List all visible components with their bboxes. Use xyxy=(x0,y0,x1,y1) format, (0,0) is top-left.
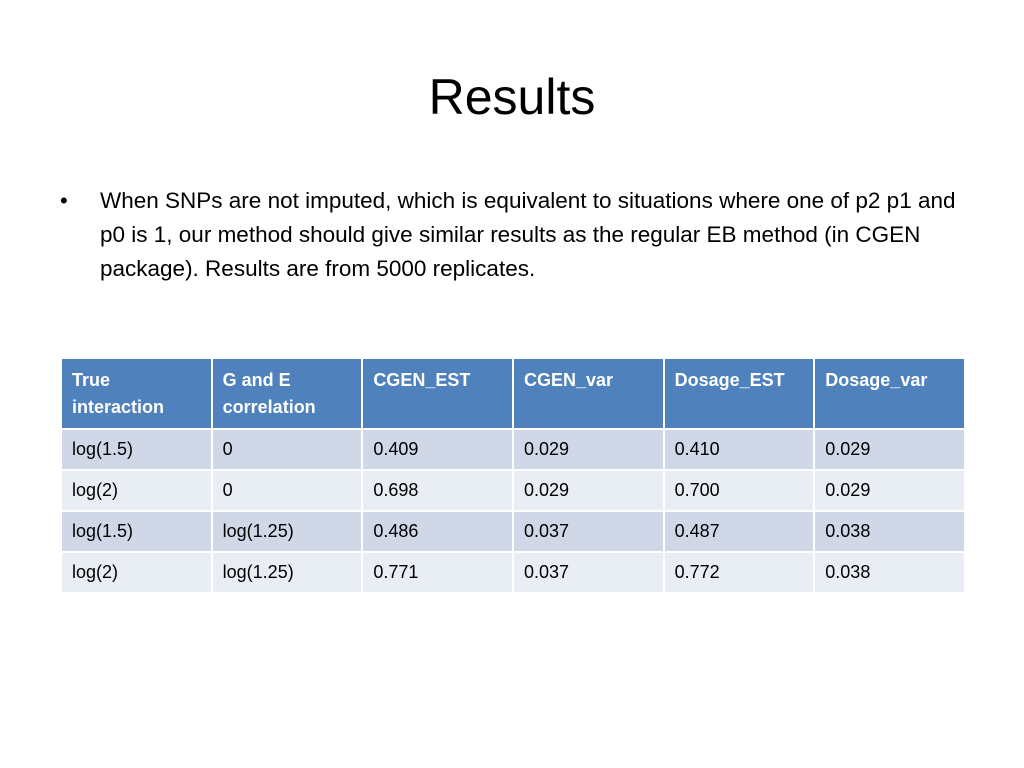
bullet-text: When SNPs are not imputed, which is equi… xyxy=(100,188,956,281)
table-cell: 0.029 xyxy=(511,469,665,512)
table-cell: 0.698 xyxy=(361,469,514,512)
table-cell: 0.038 xyxy=(813,510,966,553)
header-cgen-var: CGEN_var xyxy=(511,357,665,430)
table-cell: 0.771 xyxy=(361,551,514,594)
slide-title: Results xyxy=(428,69,596,125)
table-cell: 0 xyxy=(210,428,364,471)
table-row: log(2) 0 0.698 0.029 0.700 0.029 xyxy=(60,469,966,512)
table-cell: 0.029 xyxy=(511,428,665,471)
table-cell: log(2) xyxy=(60,469,213,512)
table-cell: log(2) xyxy=(60,551,213,594)
table-cell: log(1.5) xyxy=(60,428,213,471)
table-cell: log(1.25) xyxy=(210,510,364,553)
table-cell: log(1.5) xyxy=(60,510,213,553)
table-cell: 0.772 xyxy=(662,551,816,594)
table-cell: 0.487 xyxy=(662,510,816,553)
header-g-e-correlation: G and E correlation xyxy=(210,357,364,430)
table-cell: 0.029 xyxy=(813,428,966,471)
bullet-marker: • xyxy=(60,188,68,213)
table-cell: 0.410 xyxy=(662,428,816,471)
table-cell: 0 xyxy=(210,469,364,512)
table-cell: 0.409 xyxy=(361,428,514,471)
header-true-interaction: True interaction xyxy=(60,357,213,430)
header-cgen-est: CGEN_EST xyxy=(361,357,514,430)
table-cell: 0.029 xyxy=(813,469,966,512)
table-cell: 0.037 xyxy=(511,510,665,553)
table-cell: 0.700 xyxy=(662,469,816,512)
table-cell: 0.037 xyxy=(511,551,665,594)
results-table: True interaction G and E correlation CGE… xyxy=(60,357,966,594)
table-row: log(1.5) log(1.25) 0.486 0.037 0.487 0.0… xyxy=(60,510,966,553)
bullet-list: • When SNPs are not imputed, which is eq… xyxy=(60,184,960,286)
table-row: log(2) log(1.25) 0.771 0.037 0.772 0.038 xyxy=(60,551,966,594)
table-header-row: True interaction G and E correlation CGE… xyxy=(60,357,966,430)
table-cell: 0.486 xyxy=(361,510,514,553)
bullet-item: • When SNPs are not imputed, which is eq… xyxy=(60,184,960,286)
table-cell: 0.038 xyxy=(813,551,966,594)
header-dosage-var: Dosage_var xyxy=(813,357,966,430)
header-dosage-est: Dosage_EST xyxy=(662,357,816,430)
table-row: log(1.5) 0 0.409 0.029 0.410 0.029 xyxy=(60,428,966,471)
table-cell: log(1.25) xyxy=(210,551,364,594)
